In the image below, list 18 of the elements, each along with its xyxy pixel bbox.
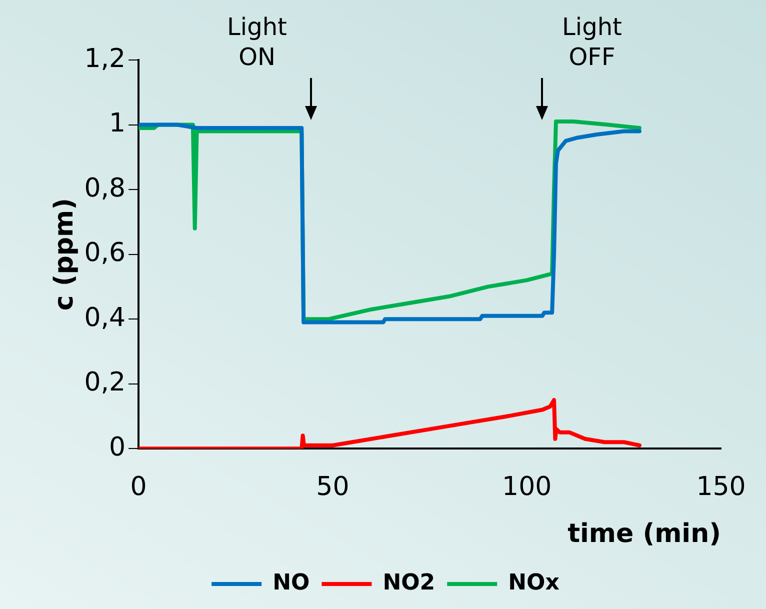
x-axis-title: time (min) <box>568 519 721 550</box>
y-tick-label: 0,2 <box>84 368 126 398</box>
x-tick-label: 100 <box>502 472 552 502</box>
x-tick-label: 50 <box>316 472 350 502</box>
y-tick-label: 0,8 <box>84 173 126 204</box>
annotation: Light OFF <box>561 12 623 72</box>
x-tick-label: 0 <box>130 472 147 502</box>
y-tick-label: 0 <box>109 432 126 462</box>
y-axis-title: c (ppm) <box>49 198 80 311</box>
y-tick-label: 1 <box>109 108 126 139</box>
y-tick-label: 1,2 <box>84 44 126 74</box>
legend-label: NO2 <box>382 570 436 596</box>
y-tick-label: 0,6 <box>84 238 126 268</box>
x-tick-label: 150 <box>696 472 746 502</box>
legend-label: NOx <box>508 570 560 596</box>
y-tick-label: 0,4 <box>84 302 126 333</box>
annotation: Light ON <box>226 12 288 72</box>
legend-label: NO <box>272 570 310 596</box>
